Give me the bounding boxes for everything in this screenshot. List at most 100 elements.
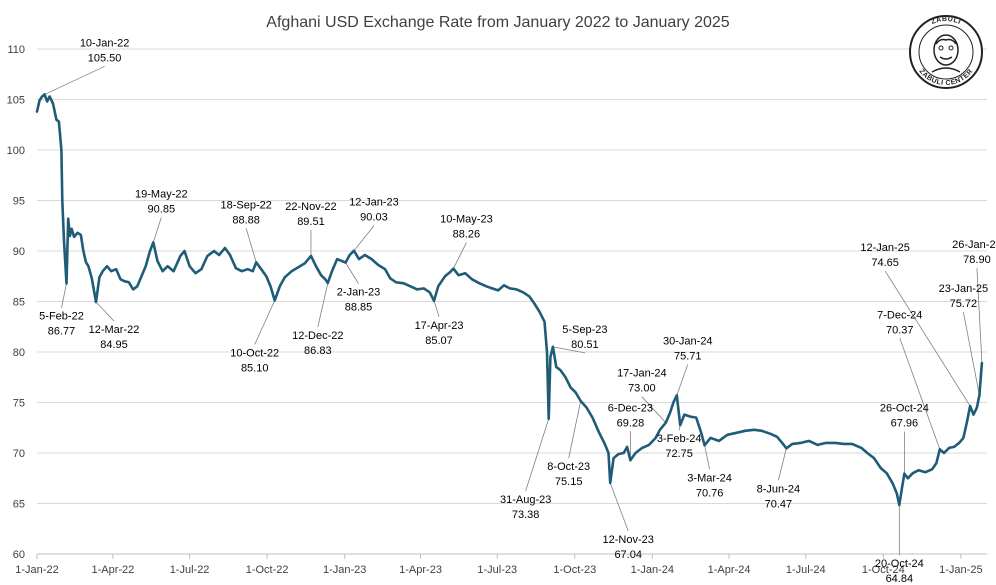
annotation-value-label: 88.85 bbox=[345, 302, 373, 314]
x-tick-label: 1-Jul-22 bbox=[170, 564, 210, 576]
annotation-leader-line bbox=[95, 301, 115, 322]
annotation-value-label: 105.50 bbox=[88, 52, 122, 64]
annotation-value-label: 89.51 bbox=[297, 216, 325, 228]
annotation-leader-line bbox=[44, 66, 105, 95]
y-tick-label: 85 bbox=[13, 297, 25, 309]
annotation-date-label: 12-Dec-22 bbox=[292, 330, 343, 342]
y-tick-label: 80 bbox=[13, 347, 25, 359]
zabuli-center-logo: ZABULI ZABULI CENTER bbox=[909, 15, 983, 89]
annotation-leader-line bbox=[152, 217, 162, 243]
annotation-date-label: 8-Jun-24 bbox=[757, 483, 800, 495]
annotation-value-label: 75.72 bbox=[950, 298, 978, 310]
annotation-value-label: 67.04 bbox=[614, 549, 642, 561]
annotation-value-label: 85.10 bbox=[241, 362, 269, 374]
annotation-date-label: 23-Jan-25 bbox=[939, 283, 989, 295]
annotation-date-label: 12-Nov-23 bbox=[603, 534, 654, 546]
annotation-leader-line bbox=[676, 364, 689, 396]
annotation-leader-line bbox=[609, 482, 629, 532]
x-tick-label: 1-Jan-22 bbox=[15, 564, 58, 576]
grid-lines bbox=[37, 48, 987, 555]
annotation-leader-line bbox=[453, 242, 467, 269]
annotation-value-label: 74.65 bbox=[871, 257, 899, 269]
annotation-value-label: 80.51 bbox=[571, 339, 599, 351]
annotation-value-label: 73.00 bbox=[628, 383, 656, 395]
x-tick-label: 1-Jul-24 bbox=[786, 564, 826, 576]
annotation-leader-line bbox=[777, 448, 787, 481]
annotation-date-label: 2-Jan-23 bbox=[337, 287, 380, 299]
annotation-value-label: 72.75 bbox=[665, 448, 693, 460]
x-tick-label: 1-Jan-25 bbox=[939, 564, 982, 576]
annotation-value-label: 88.26 bbox=[453, 229, 481, 241]
y-axis-ticks: 60 65 70 75 80 85 90 95 100 105 110 bbox=[7, 44, 25, 561]
annotation-leader-line bbox=[976, 268, 983, 364]
x-tick-label: 1-Oct-24 bbox=[862, 564, 905, 576]
annotation-value-label: 73.38 bbox=[512, 509, 540, 521]
annotation-leaders bbox=[44, 66, 983, 556]
series-line-group bbox=[35, 93, 984, 507]
annotation-leader-line bbox=[552, 346, 585, 354]
y-tick-label: 90 bbox=[13, 246, 25, 258]
x-tick-label: 1-Jan-24 bbox=[631, 564, 674, 576]
portrait-icon bbox=[931, 34, 961, 73]
annotation-leader-line bbox=[704, 445, 711, 470]
x-tick-label: 1-Apr-22 bbox=[91, 564, 134, 576]
x-tick-label: 1-Apr-24 bbox=[708, 564, 751, 576]
y-tick-label: 95 bbox=[13, 196, 25, 208]
annotation-date-label: 22-Nov-22 bbox=[285, 201, 336, 213]
annotation-value-label: 88.88 bbox=[232, 214, 260, 226]
annotation-leader-line bbox=[899, 338, 941, 450]
annotation-value-label: 69.28 bbox=[617, 417, 645, 429]
chart-title: Afghani USD Exchange Rate from January 2… bbox=[266, 14, 729, 31]
annotation-date-label: 12-Mar-22 bbox=[89, 324, 140, 336]
annotation-date-label: 26-Jan-25 bbox=[952, 239, 996, 251]
annotation-value-label: 90.03 bbox=[360, 212, 388, 224]
annotation-value-label: 75.71 bbox=[674, 350, 702, 362]
annotation-leader-line bbox=[963, 312, 980, 396]
annotation-leader-line bbox=[254, 300, 276, 345]
annotation-date-label: 18-Sep-22 bbox=[220, 199, 271, 211]
annotation-value-label: 85.07 bbox=[425, 335, 453, 347]
annotation-date-label: 31-Aug-23 bbox=[500, 494, 551, 506]
annotation-date-label: 10-May-23 bbox=[440, 214, 493, 226]
annotation-value-label: 86.83 bbox=[304, 345, 332, 357]
annotation-date-label: 3-Mar-24 bbox=[687, 472, 732, 484]
annotation-leader-line bbox=[317, 282, 329, 328]
annotation-date-label: 30-Jan-24 bbox=[663, 335, 713, 347]
annotation-value-label: 64.84 bbox=[886, 573, 914, 585]
x-tick-label: 1-Jul-23 bbox=[477, 564, 517, 576]
annotation-leader-line bbox=[353, 225, 375, 251]
annotation-date-label: 17-Apr-23 bbox=[415, 320, 464, 332]
logo-inner-ring bbox=[918, 24, 974, 80]
annotation-value-label: 78.90 bbox=[963, 254, 991, 266]
x-tick-label: 1-Oct-22 bbox=[246, 564, 289, 576]
annotation-leader-line bbox=[641, 396, 667, 423]
annotation-date-label: 5-Sep-23 bbox=[562, 324, 607, 336]
annotation-value-label: 84.95 bbox=[100, 339, 128, 351]
annotation-date-label: 19-May-22 bbox=[135, 188, 188, 200]
annotation-leader-line bbox=[884, 270, 971, 407]
y-tick-label: 110 bbox=[7, 44, 25, 56]
annotation-value-label: 86.77 bbox=[48, 326, 76, 338]
annotation-date-label: 10-Jan-22 bbox=[80, 37, 130, 49]
y-tick-label: 100 bbox=[7, 145, 25, 157]
annotation-leader-line bbox=[245, 228, 257, 263]
annotation-leader-line bbox=[525, 418, 550, 491]
series-line bbox=[35, 93, 984, 507]
annotation-date-label: 12-Jan-23 bbox=[349, 197, 399, 209]
annotation-leader-line bbox=[345, 262, 359, 284]
x-tick-label: 1-Oct-23 bbox=[553, 564, 596, 576]
annotation-value-label: 70.76 bbox=[696, 487, 724, 499]
y-tick-label: 60 bbox=[13, 549, 25, 561]
annotation-date-label: 3-Feb-24 bbox=[657, 433, 702, 445]
annotation-value-label: 70.47 bbox=[765, 498, 793, 510]
annotation-value-label: 70.37 bbox=[886, 324, 914, 336]
annotation-date-label: 7-Dec-24 bbox=[877, 309, 922, 321]
logo-top-text: ZABULI bbox=[930, 16, 962, 26]
annotation-value-label: 67.96 bbox=[891, 418, 919, 430]
y-tick-label: 70 bbox=[13, 448, 25, 460]
annotation-date-label: 8-Oct-23 bbox=[547, 461, 590, 473]
annotation-leader-line bbox=[568, 400, 582, 459]
annotation-date-label: 10-Oct-22 bbox=[230, 347, 279, 359]
annotation-date-label: 20-Oct-24 bbox=[875, 558, 924, 570]
